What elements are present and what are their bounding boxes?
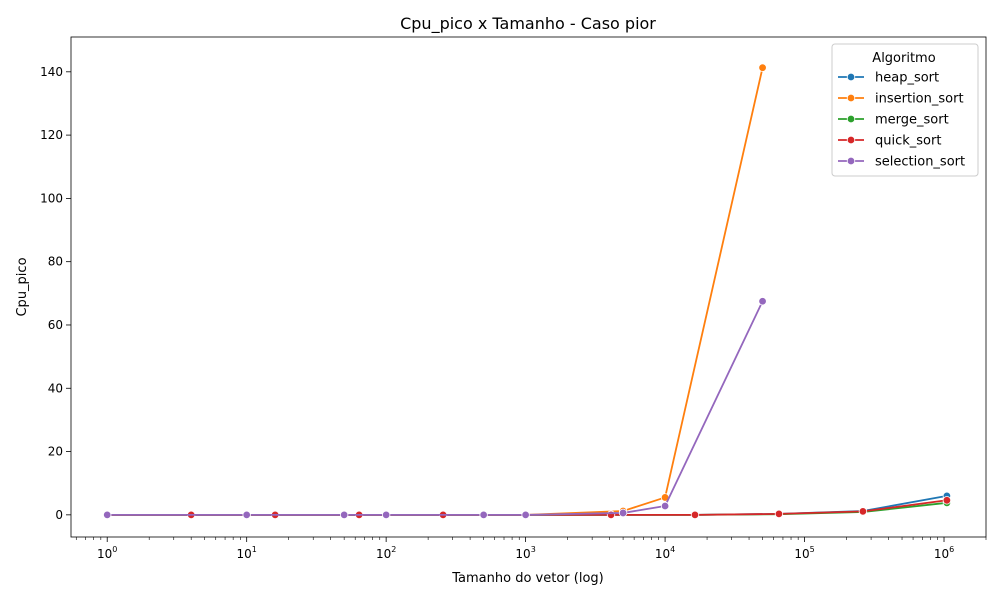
y-tick-label: 0 — [55, 508, 63, 522]
y-axis-label: Cpu_pico — [15, 257, 30, 316]
data-point — [618, 508, 628, 518]
x-tick-label: 101 — [236, 545, 256, 561]
y-tick-label: 140 — [40, 65, 63, 79]
series-line-insertion_sort — [107, 67, 764, 516]
data-point — [606, 510, 616, 520]
y-tick-label: 80 — [48, 255, 63, 269]
y-tick-label: 100 — [40, 191, 63, 205]
legend-label: selection_sort — [875, 155, 965, 170]
series-line-selection_sort — [107, 300, 764, 516]
legend-swatch-marker — [846, 72, 856, 82]
data-point — [521, 510, 530, 520]
data-point — [660, 501, 670, 511]
data-point — [758, 297, 767, 306]
legend-label: heap_sort — [875, 71, 939, 86]
legend-swatch-marker — [846, 135, 856, 145]
y-tick-label: 60 — [48, 318, 63, 332]
data-point — [339, 510, 349, 520]
y-tick-label: 20 — [48, 445, 63, 459]
legend-item-merge_sort: merge_sort — [838, 113, 949, 128]
data-point — [381, 510, 391, 520]
legend-label: quick_sort — [875, 134, 941, 149]
legend-label: insertion_sort — [875, 92, 964, 107]
data-point — [942, 496, 952, 505]
x-tick-label: 102 — [376, 545, 396, 561]
legend: Algoritmo heap_sort insertion_sort merge_s… — [831, 43, 979, 177]
legend-item-insertion_sort: insertion_sort — [838, 92, 964, 107]
data-point — [690, 510, 700, 520]
y-tick-label: 120 — [40, 128, 63, 142]
legend-swatch-marker — [846, 156, 856, 166]
legend-items: heap_sort insertion_sort merge_sort quick_s… — [838, 71, 965, 170]
legend-box — [831, 43, 979, 177]
legend-swatch-marker — [846, 93, 856, 103]
y-tick-label: 40 — [48, 381, 63, 395]
series-layer — [103, 63, 952, 520]
legend-swatch-marker — [846, 114, 856, 124]
data-point — [103, 510, 112, 520]
data-point — [242, 510, 251, 520]
chart-title: Cpu_pico x Tamanho - Caso pior — [400, 14, 656, 34]
legend-title: Algoritmo — [872, 51, 935, 66]
x-tick-label: 100 — [97, 545, 117, 561]
data-point — [774, 509, 784, 519]
x-tick-label: 104 — [655, 545, 675, 561]
axis-ticks: 100 101 102 103 104 105 106 0 20 40 60 80 100 120 140 — [40, 65, 987, 561]
plot-frame — [70, 36, 987, 538]
legend-item-selection_sort: selection_sort — [838, 155, 965, 170]
x-tick-label: 106 — [934, 545, 954, 561]
x-tick-label: 105 — [794, 545, 814, 561]
x-tick-label: 103 — [515, 545, 535, 561]
legend-item-quick_sort: quick_sort — [838, 134, 941, 149]
legend-item-heap_sort: heap_sort — [838, 71, 939, 86]
data-point — [858, 507, 868, 516]
x-axis-label: Tamanho do vetor (log) — [451, 571, 603, 586]
legend-label: merge_sort — [875, 113, 949, 128]
data-point — [758, 63, 767, 72]
data-point — [479, 510, 488, 520]
series-selection_sort — [103, 297, 767, 520]
series-insertion_sort — [103, 63, 767, 520]
